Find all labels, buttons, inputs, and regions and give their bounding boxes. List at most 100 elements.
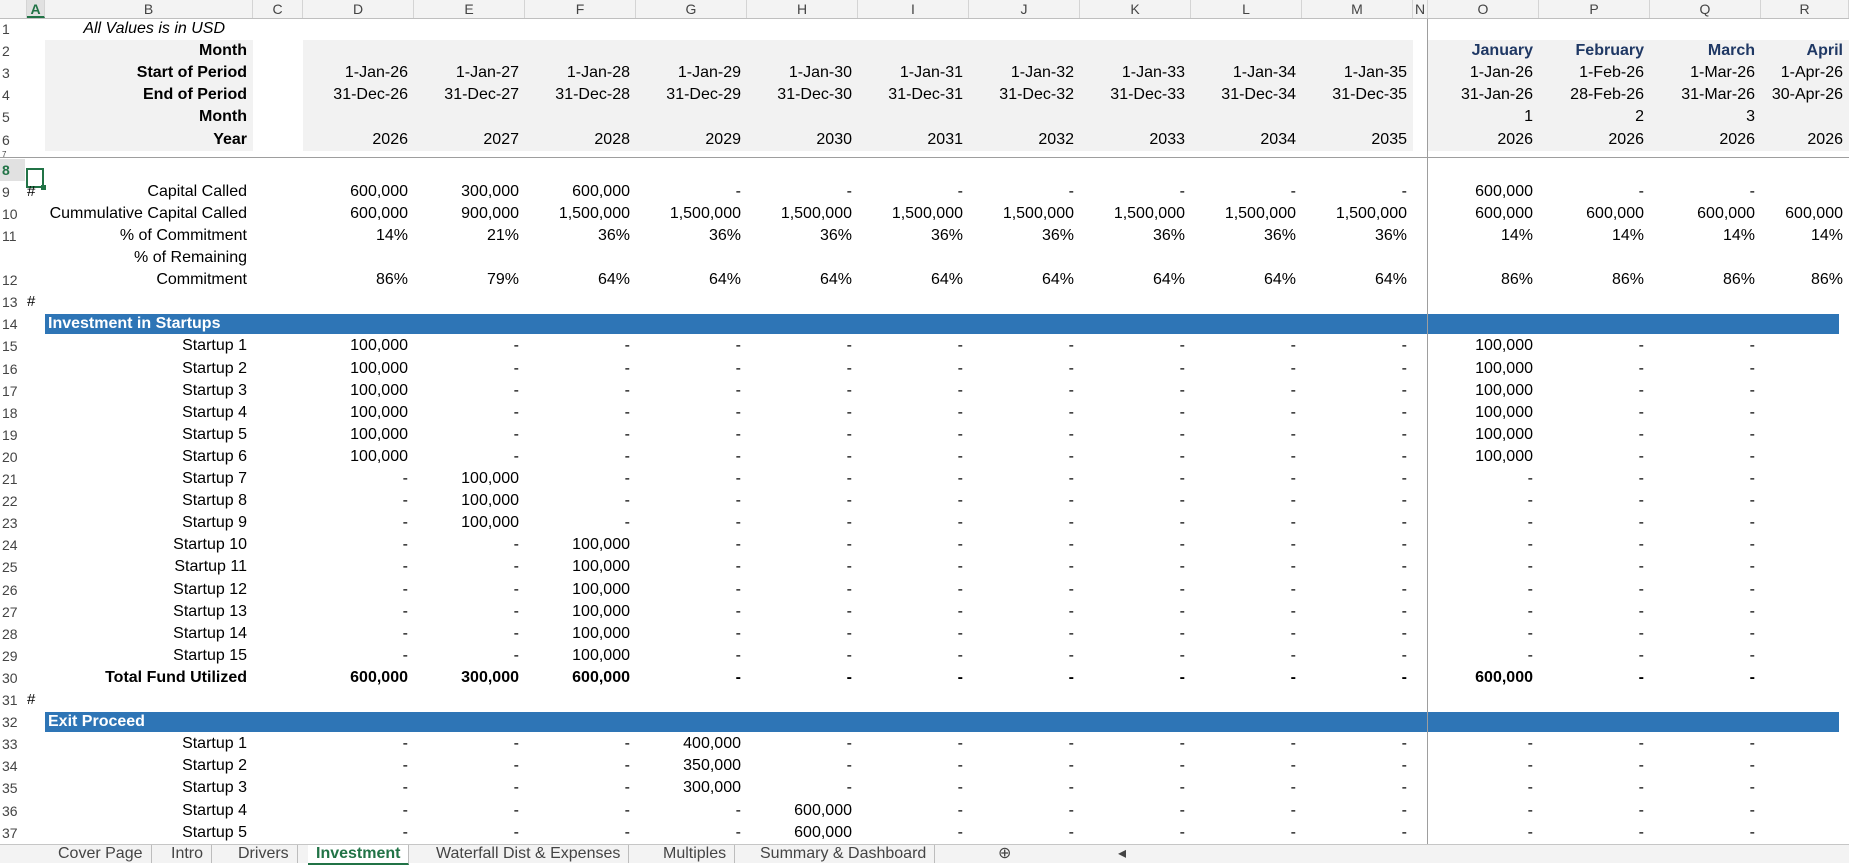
investment-month-value[interactable]: - xyxy=(1638,646,1644,664)
investment-value[interactable]: - xyxy=(624,337,630,355)
month-year[interactable]: 2026 xyxy=(1608,130,1644,148)
capital-value[interactable]: - xyxy=(1179,182,1185,200)
row-header-4[interactable]: 4 xyxy=(2,87,10,104)
period-start[interactable]: 1-Jan-33 xyxy=(1121,64,1185,82)
exit-value[interactable]: - xyxy=(1290,735,1296,753)
period-year[interactable]: 2032 xyxy=(1038,130,1074,148)
investment-value[interactable]: - xyxy=(846,580,852,598)
capital-value[interactable]: - xyxy=(846,182,852,200)
exit-value[interactable]: - xyxy=(1290,823,1296,841)
investment-value[interactable]: - xyxy=(957,425,963,443)
investment-month-value[interactable]: - xyxy=(1638,470,1644,487)
startup-label[interactable]: Startup 3 xyxy=(182,381,247,399)
investment-value[interactable]: - xyxy=(513,447,519,465)
investment-month-value[interactable]: - xyxy=(1749,470,1755,487)
period-start[interactable]: 1-Jan-34 xyxy=(1232,64,1296,82)
column-header-r[interactable]: R xyxy=(1761,0,1849,18)
capital-value[interactable]: 36% xyxy=(819,226,852,244)
investment-value[interactable]: - xyxy=(1179,514,1185,532)
row-header-32[interactable]: 32 xyxy=(2,714,18,731)
month-end[interactable]: 31-Jan-26 xyxy=(1460,86,1533,104)
exit-value[interactable]: - xyxy=(846,779,852,797)
investment-value[interactable]: - xyxy=(624,447,630,465)
exit-value[interactable]: - xyxy=(624,757,630,775)
investment-value[interactable]: - xyxy=(513,381,519,399)
exit-value[interactable]: 400,000 xyxy=(683,735,741,753)
investment-value[interactable]: - xyxy=(1068,536,1074,554)
capital-value[interactable]: - xyxy=(1401,182,1407,200)
sheet-tab-drivers[interactable]: Drivers xyxy=(230,845,298,863)
row-header-21[interactable]: 21 xyxy=(2,471,18,487)
exit-value[interactable]: - xyxy=(624,735,630,753)
exit-startup-label[interactable]: Startup 5 xyxy=(182,823,247,841)
investment-value[interactable]: 100,000 xyxy=(572,536,630,554)
exit-value[interactable]: - xyxy=(513,757,519,775)
startup-label[interactable]: Startup 1 xyxy=(182,337,247,355)
exit-value[interactable]: - xyxy=(957,757,963,775)
investment-value[interactable]: - xyxy=(846,470,852,487)
investment-month-value[interactable]: - xyxy=(1749,337,1755,355)
investment-month-value[interactable]: - xyxy=(1749,558,1755,576)
row-header-23[interactable]: 23 xyxy=(2,515,18,532)
month-start[interactable]: 1-Apr-26 xyxy=(1780,64,1843,82)
remaining-month-value[interactable]: 86% xyxy=(1611,271,1644,289)
exit-month-value[interactable]: - xyxy=(1749,779,1755,797)
row-header-20[interactable]: 20 xyxy=(2,448,18,465)
capital-value[interactable]: 1,500,000 xyxy=(1113,204,1185,222)
investment-month-value[interactable]: - xyxy=(1638,492,1644,510)
investment-value[interactable]: - xyxy=(1068,447,1074,465)
exit-value[interactable]: - xyxy=(1290,779,1296,797)
investment-value[interactable]: - xyxy=(1401,646,1407,664)
exit-value[interactable]: - xyxy=(1290,757,1296,775)
investment-value[interactable]: - xyxy=(402,536,408,554)
exit-value[interactable]: - xyxy=(1068,757,1074,775)
period-year[interactable]: 2028 xyxy=(594,130,630,148)
investment-value[interactable]: - xyxy=(1068,381,1074,399)
exit-month-value[interactable]: - xyxy=(1638,823,1644,841)
period-year[interactable]: 2031 xyxy=(927,130,963,148)
exit-value[interactable]: - xyxy=(624,801,630,819)
exit-value[interactable]: - xyxy=(1179,735,1185,753)
investment-month-value[interactable]: - xyxy=(1527,602,1533,620)
row-header-37[interactable]: 37 xyxy=(2,824,18,841)
investment-value[interactable]: - xyxy=(1401,536,1407,554)
row-header-13[interactable]: 13 xyxy=(2,294,18,311)
investment-value[interactable]: 100,000 xyxy=(350,381,408,399)
investment-value[interactable]: - xyxy=(1179,403,1185,421)
column-header-g[interactable]: G xyxy=(636,0,747,18)
total-value[interactable]: - xyxy=(1290,668,1296,686)
period-start[interactable]: 1-Jan-30 xyxy=(788,64,852,82)
capital-month-value[interactable]: 600,000 xyxy=(1475,204,1533,222)
column-header-q[interactable]: Q xyxy=(1650,0,1761,18)
header-label-4[interactable]: Month xyxy=(199,108,247,126)
investment-month-value[interactable]: - xyxy=(1749,403,1755,421)
month-year[interactable]: 2026 xyxy=(1807,130,1843,148)
exit-value[interactable]: - xyxy=(402,823,408,841)
startup-label[interactable]: Startup 11 xyxy=(174,558,247,576)
month-start[interactable]: 1-Feb-26 xyxy=(1579,64,1644,82)
investment-month-value[interactable]: - xyxy=(1638,558,1644,576)
investment-month-value[interactable]: - xyxy=(1638,337,1644,355)
investment-month-value[interactable]: - xyxy=(1749,602,1755,620)
period-start[interactable]: 1-Jan-26 xyxy=(344,64,408,82)
investment-value[interactable]: - xyxy=(957,646,963,664)
row-header-19[interactable]: 19 xyxy=(2,426,18,443)
remaining-value[interactable]: 86% xyxy=(375,271,408,289)
exit-month-value[interactable]: - xyxy=(1527,735,1533,753)
investment-month-value[interactable]: - xyxy=(1638,580,1644,598)
fill-handle[interactable] xyxy=(41,185,46,190)
row-header-30[interactable]: 30 xyxy=(2,669,18,686)
investment-value[interactable]: 100,000 xyxy=(350,425,408,443)
investment-value[interactable]: - xyxy=(402,602,408,620)
startup-label[interactable]: Startup 6 xyxy=(182,447,247,465)
capital-value[interactable]: - xyxy=(1290,182,1296,200)
investment-value[interactable]: - xyxy=(624,492,630,510)
investment-value[interactable]: - xyxy=(1068,337,1074,355)
investment-value[interactable]: - xyxy=(846,381,852,399)
exit-value[interactable]: - xyxy=(1401,735,1407,753)
investment-value[interactable]: - xyxy=(624,425,630,443)
exit-value[interactable]: - xyxy=(846,735,852,753)
startup-label[interactable]: Startup 15 xyxy=(173,646,247,664)
investment-value[interactable]: - xyxy=(624,470,630,487)
investment-value[interactable]: - xyxy=(1179,558,1185,576)
